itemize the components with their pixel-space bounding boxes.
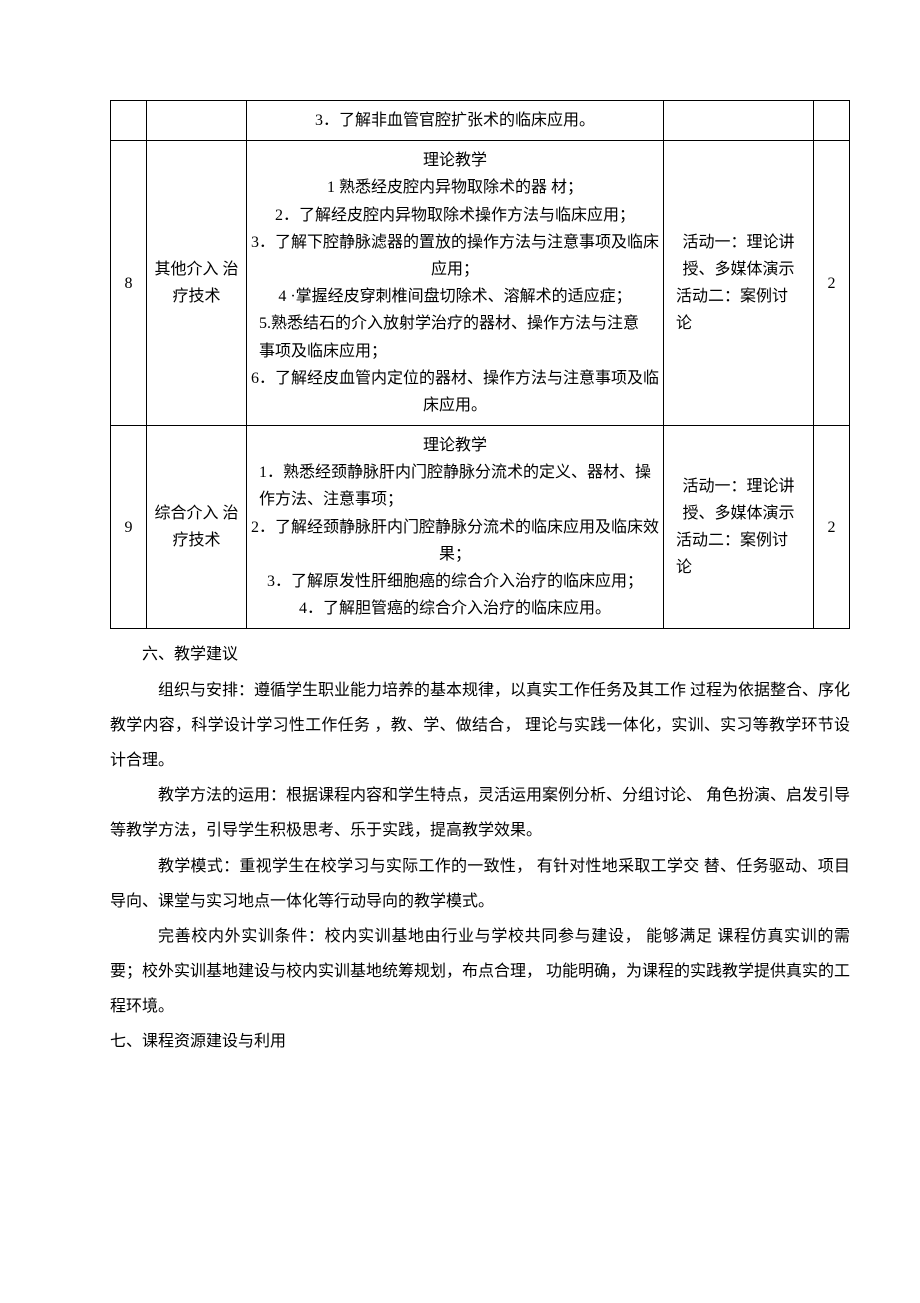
activity-line: 活动二：案例讨论: [668, 527, 809, 581]
cell-topic: [147, 101, 247, 141]
cell-content: 理论教学 1 熟悉经皮腔内异物取除术的器 材； 2．了解经皮腔内异物取除术操作方…: [247, 141, 664, 426]
body-paragraph: 组织与安排：遵循学生职业能力培养的基本规律，以真实工作任务及其工作 过程为依据整…: [110, 673, 850, 779]
document-page: 3．了解非血管官腔扩张术的临床应用。 8 其他介入 治疗技术 理论教学 1 熟悉…: [0, 0, 920, 1120]
cell-activity: 活动一：理论讲授、多媒体演示 活动二：案例讨论: [664, 426, 814, 629]
content-line: 1 熟悉经皮腔内异物取除术的器 材；: [251, 174, 659, 201]
content-line: 2．了解经皮腔内异物取除术操作方法与临床应用；: [251, 202, 659, 229]
cell-content: 理论教学 1．熟悉经颈静脉肝内门腔静脉分流术的定义、器材、操作方法、注意事项； …: [247, 426, 664, 629]
content-line: 6．了解经皮血管内定位的器材、操作方法与注意事项及临床应用。: [251, 365, 659, 419]
cell-topic: 综合介入 治疗技术: [147, 426, 247, 629]
content-title: 理论教学: [251, 432, 659, 459]
table-row: 3．了解非血管官腔扩张术的临床应用。: [111, 101, 850, 141]
cell-activity: 活动一：理论讲授、多媒体演示 活动二：案例讨论: [664, 141, 814, 426]
activity-line: 活动一：理论讲授、多媒体演示: [668, 473, 809, 527]
cell-activity: [664, 101, 814, 141]
table-row: 8 其他介入 治疗技术 理论教学 1 熟悉经皮腔内异物取除术的器 材； 2．了解…: [111, 141, 850, 426]
cell-num: 8: [111, 141, 147, 426]
table-row: 9 综合介入 治疗技术 理论教学 1．熟悉经颈静脉肝内门腔静脉分流术的定义、器材…: [111, 426, 850, 629]
cell-hours: 2: [814, 426, 850, 629]
content-line: 4 ·掌握经皮穿刺椎间盘切除术、溶解术的适应症；: [251, 283, 659, 310]
content-line: 2．了解经颈静脉肝内门腔静脉分流术的临床应用及临床效果；: [251, 514, 659, 568]
cell-num: [111, 101, 147, 141]
activity-line: 活动一：理论讲授、多媒体演示: [668, 229, 809, 283]
content-line: 1．熟悉经颈静脉肝内门腔静脉分流术的定义、器材、操作方法、注意事项；: [251, 459, 659, 513]
body-paragraph: 完善校内外实训条件：校内实训基地由行业与学校共同参与建设， 能够满足 课程仿真实…: [110, 919, 850, 1025]
body-paragraph: 教学模式：重视学生在校学习与实际工作的一致性， 有针对性地采取工学交 替、任务驱…: [110, 849, 850, 919]
cell-num: 9: [111, 426, 147, 629]
body-paragraph: 教学方法的运用：根据课程内容和学生特点，灵活运用案例分析、分组讨论、 角色扮演、…: [110, 778, 850, 848]
cell-topic: 其他介入 治疗技术: [147, 141, 247, 426]
section-seven-heading: 七、课程资源建设与利用: [110, 1024, 850, 1059]
cell-hours: 2: [814, 141, 850, 426]
content-title: 理论教学: [251, 147, 659, 174]
cell-hours: [814, 101, 850, 141]
content-line: 3．了解下腔静脉滤器的置放的操作方法与注意事项及临床应用；: [251, 229, 659, 283]
content-line: 4．了解胆管癌的综合介入治疗的临床应用。: [251, 595, 659, 622]
activity-line: 活动二：案例讨论: [668, 283, 809, 337]
content-line: 5.熟悉结石的介入放射学治疗的器材、操作方法与注意事项及临床应用；: [251, 310, 659, 364]
cell-content: 3．了解非血管官腔扩张术的临床应用。: [247, 101, 664, 141]
content-line: 3．了解原发性肝细胞癌的综合介入治疗的临床应用；: [251, 568, 659, 595]
curriculum-table: 3．了解非血管官腔扩张术的临床应用。 8 其他介入 治疗技术 理论教学 1 熟悉…: [110, 100, 850, 629]
section-six-heading: 六、教学建议: [110, 637, 850, 672]
